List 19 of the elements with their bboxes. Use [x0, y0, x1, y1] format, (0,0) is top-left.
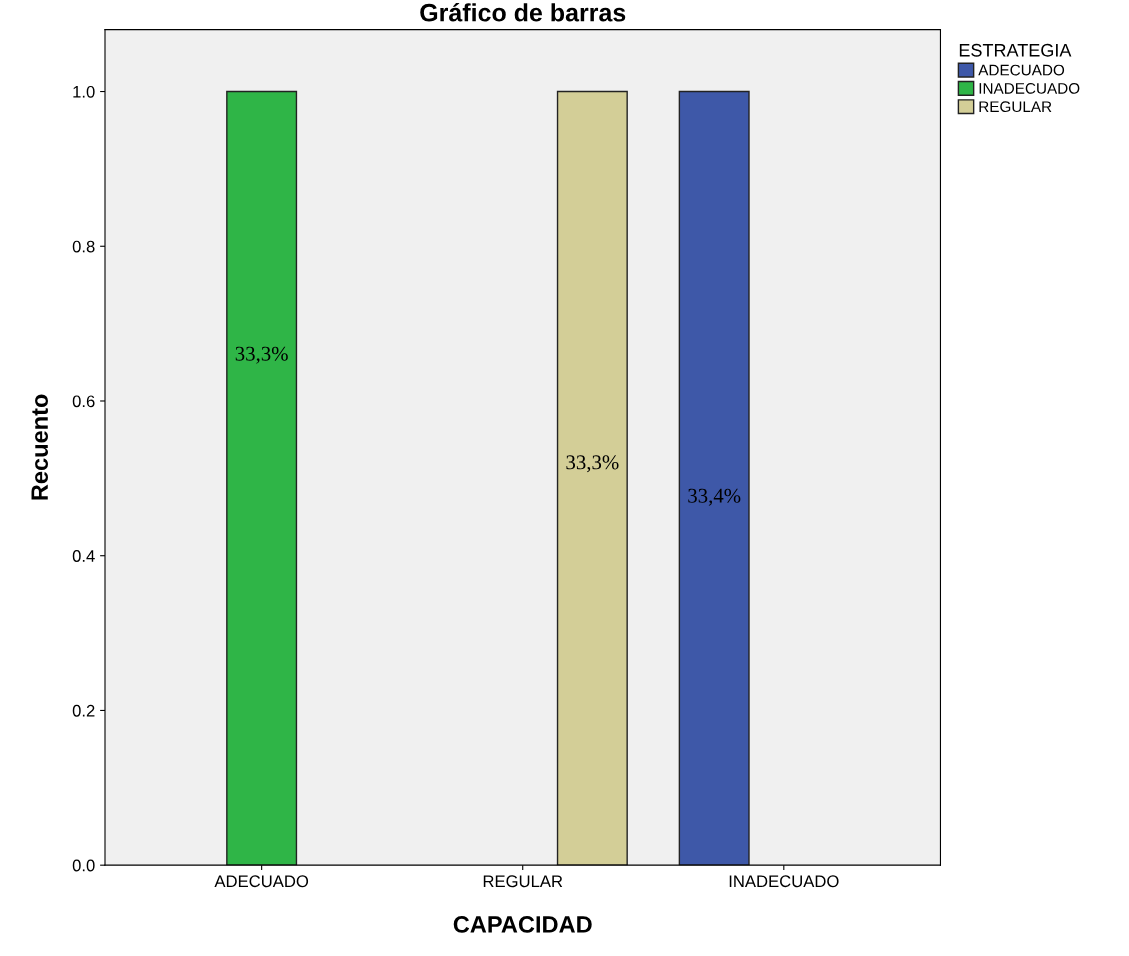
y-tick-label: 0.8	[72, 240, 95, 253]
y-axis-title: Recuento	[31, 394, 48, 500]
x-axis-title: CAPACIDAD	[453, 916, 592, 933]
x-tick-label: INADECUADO	[729, 875, 839, 888]
y-tick-label: 0.2	[72, 704, 95, 717]
y-tick-label: 0.4	[72, 550, 95, 562]
x-tick-label: REGULAR	[483, 875, 563, 888]
annotation: 33,3%	[566, 455, 619, 473]
y-tick-label: 1.0	[73, 85, 95, 98]
legend-label: ADECUADO	[978, 64, 1065, 76]
legend-label: REGULAR	[979, 101, 1052, 113]
y-tick-label: 0.0	[72, 859, 95, 872]
annotation: 33,3%	[235, 346, 288, 364]
legend-title: ESTRATEGIA	[959, 43, 1072, 57]
chart-title: Gráfico de barras	[420, 2, 626, 22]
legend-label: INADECUADO	[979, 82, 1080, 94]
x-tick-label: ADECUADO	[214, 875, 309, 888]
annotation: 33,4%	[688, 488, 741, 506]
y-tick-label: 0.6	[72, 395, 95, 408]
